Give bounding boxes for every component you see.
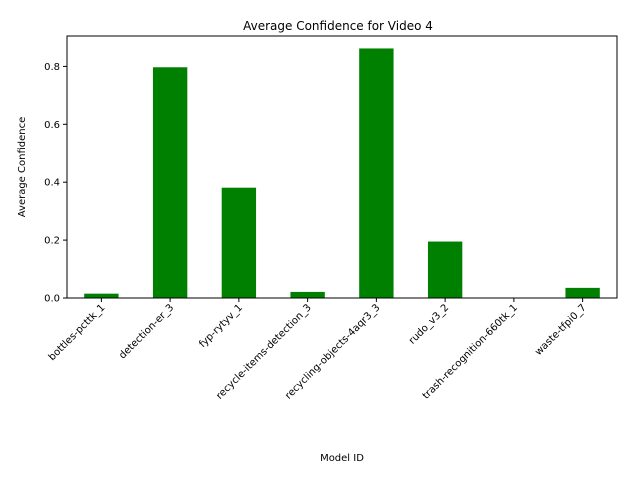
bar-bottles-pcttk_1 — [84, 293, 119, 298]
bar-rudo_v3_2 — [427, 241, 463, 298]
x-tick-label: detection-er_3 — [117, 302, 176, 361]
plot-frame — [66, 35, 618, 299]
y-axis: 0.0 0.2 0.4 0.6 0.8 — [44, 62, 67, 305]
x-axis: bottles-pcttk_1 detection-er_3 fyp-rytyv_1… — [47, 298, 589, 402]
x-tick-label: waste-tfpi0_7 — [533, 302, 589, 358]
x-axis-label: Model ID — [320, 453, 364, 464]
y-tick-label: 0.6 — [44, 120, 60, 131]
y-axis-label: Average Confidence — [17, 117, 28, 217]
bar-recycle-items-detection_3 — [290, 291, 325, 298]
y-tick-label: 0.0 — [44, 294, 60, 305]
y-tick-label: 0.2 — [44, 236, 60, 247]
bars-group — [84, 48, 600, 298]
bar-waste-tfpi0_7 — [565, 287, 600, 298]
y-tick-label: 0.8 — [44, 62, 60, 73]
bar-recycling-objects-4aqr3_3 — [359, 48, 394, 298]
x-tick-label: fyp-rytyv_1 — [197, 302, 245, 350]
y-tick-label: 0.4 — [44, 178, 60, 189]
chart-title: Average Confidence for Video 4 — [243, 19, 433, 33]
x-tick-label: rudo_v3_2 — [407, 302, 451, 346]
bar-detection-er_3 — [152, 67, 188, 298]
x-tick-label: bottles-pcttk_1 — [47, 302, 108, 363]
bar-fyp-rytyv_1 — [221, 187, 257, 298]
